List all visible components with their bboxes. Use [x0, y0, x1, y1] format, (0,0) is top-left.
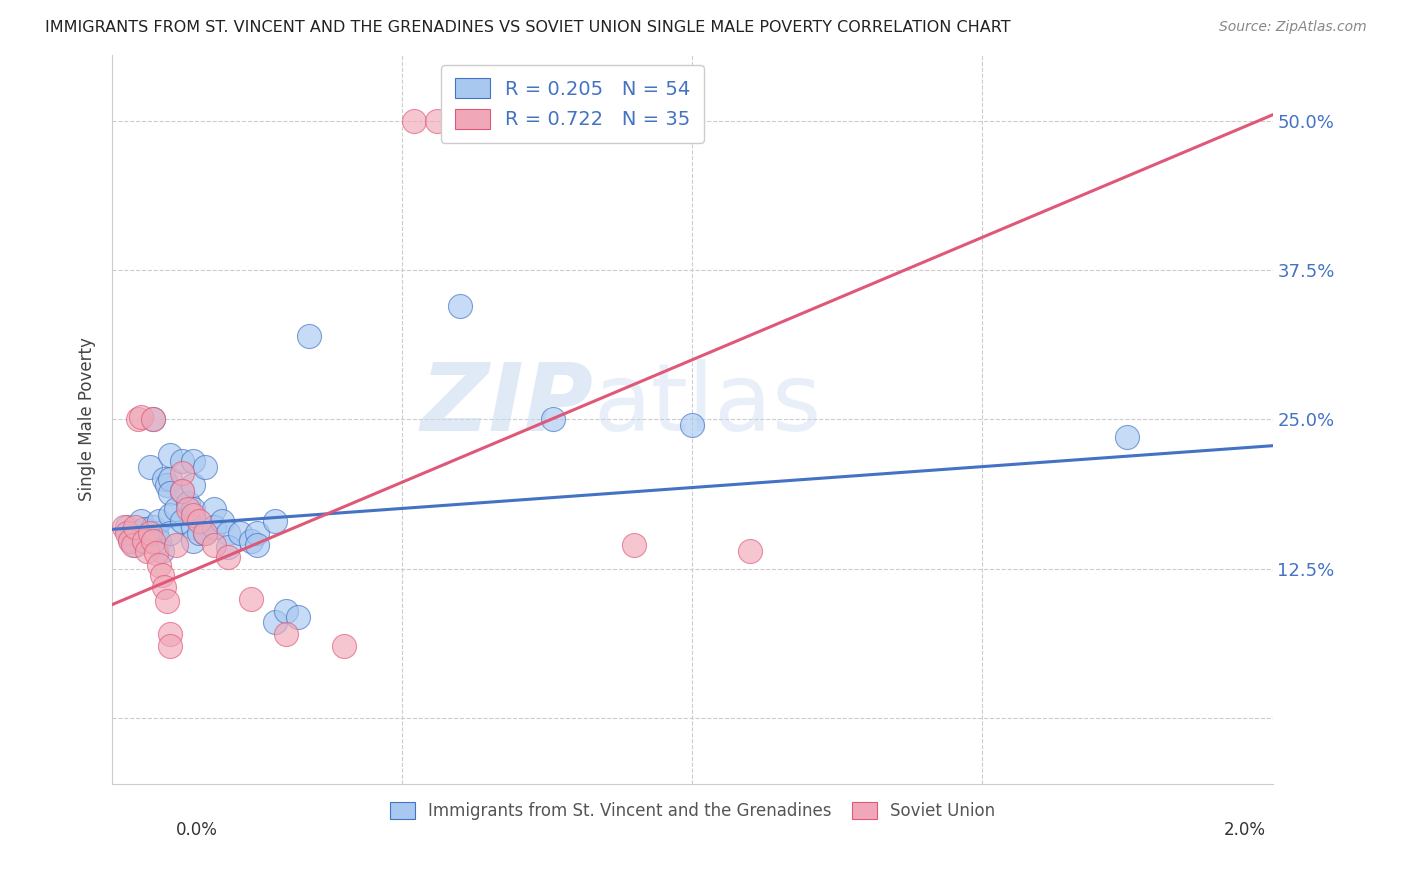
Point: [170, 484, 193, 499]
Point: [159, 508, 181, 522]
Point: [153, 472, 176, 486]
Point: [240, 591, 263, 606]
Point: [194, 460, 217, 475]
Point: [139, 460, 162, 475]
Point: [156, 594, 179, 608]
Point: [159, 525, 181, 540]
Point: [176, 502, 198, 516]
Point: [183, 502, 205, 516]
Point: [170, 484, 193, 499]
Point: [217, 549, 239, 564]
Point: [176, 496, 198, 510]
Point: [148, 534, 170, 549]
Point: [159, 448, 181, 462]
Point: [148, 514, 170, 528]
Point: [121, 525, 143, 540]
Point: [263, 615, 285, 630]
Point: [194, 525, 217, 540]
Point: [145, 546, 167, 560]
Point: [129, 410, 152, 425]
Point: [136, 534, 159, 549]
Point: [740, 544, 762, 558]
Text: 2.0%: 2.0%: [1223, 821, 1265, 838]
Point: [118, 534, 141, 549]
Point: [449, 299, 471, 313]
Point: [202, 538, 225, 552]
Point: [118, 532, 141, 546]
Point: [150, 567, 173, 582]
Point: [217, 525, 239, 540]
Point: [183, 508, 205, 522]
Point: [142, 520, 165, 534]
Text: 0.0%: 0.0%: [176, 821, 218, 838]
Point: [183, 454, 205, 468]
Point: [156, 478, 179, 492]
Point: [170, 514, 193, 528]
Point: [159, 627, 181, 641]
Point: [165, 502, 187, 516]
Point: [194, 525, 217, 540]
Point: [240, 534, 263, 549]
Point: [139, 525, 162, 540]
Point: [159, 472, 181, 486]
Text: atlas: atlas: [593, 359, 823, 450]
Point: [150, 544, 173, 558]
Point: [136, 544, 159, 558]
Point: [287, 609, 309, 624]
Point: [681, 418, 703, 433]
Point: [134, 522, 156, 536]
Point: [170, 466, 193, 480]
Point: [142, 534, 165, 549]
Point: [112, 520, 135, 534]
Point: [145, 525, 167, 540]
Point: [121, 538, 143, 552]
Text: ZIP: ZIP: [420, 359, 593, 450]
Point: [188, 514, 211, 528]
Point: [142, 412, 165, 426]
Point: [165, 538, 187, 552]
Point: [170, 454, 193, 468]
Point: [115, 525, 138, 540]
Point: [623, 538, 645, 552]
Point: [142, 412, 165, 426]
Point: [159, 640, 181, 654]
Point: [229, 525, 252, 540]
Point: [276, 627, 298, 641]
Point: [402, 113, 425, 128]
Point: [127, 525, 149, 540]
Legend: Immigrants from St. Vincent and the Grenadines, Soviet Union: Immigrants from St. Vincent and the Gren…: [382, 795, 1001, 826]
Point: [263, 514, 285, 528]
Point: [124, 538, 146, 552]
Point: [159, 486, 181, 500]
Point: [541, 412, 564, 426]
Y-axis label: Single Male Poverty: Single Male Poverty: [79, 337, 96, 501]
Point: [1116, 430, 1139, 444]
Point: [276, 603, 298, 617]
Point: [183, 534, 205, 549]
Point: [426, 113, 449, 128]
Point: [183, 520, 205, 534]
Point: [211, 514, 233, 528]
Point: [148, 558, 170, 573]
Point: [333, 640, 356, 654]
Point: [124, 520, 146, 534]
Text: IMMIGRANTS FROM ST. VINCENT AND THE GRENADINES VS SOVIET UNION SINGLE MALE POVER: IMMIGRANTS FROM ST. VINCENT AND THE GREN…: [45, 20, 1011, 35]
Point: [134, 534, 156, 549]
Point: [246, 525, 269, 540]
Point: [188, 525, 211, 540]
Point: [129, 529, 152, 543]
Text: Source: ZipAtlas.com: Source: ZipAtlas.com: [1219, 20, 1367, 34]
Point: [246, 538, 269, 552]
Point: [202, 520, 225, 534]
Point: [202, 502, 225, 516]
Point: [153, 580, 176, 594]
Point: [217, 540, 239, 554]
Point: [298, 328, 321, 343]
Point: [183, 478, 205, 492]
Point: [115, 520, 138, 534]
Point: [127, 412, 149, 426]
Point: [129, 514, 152, 528]
